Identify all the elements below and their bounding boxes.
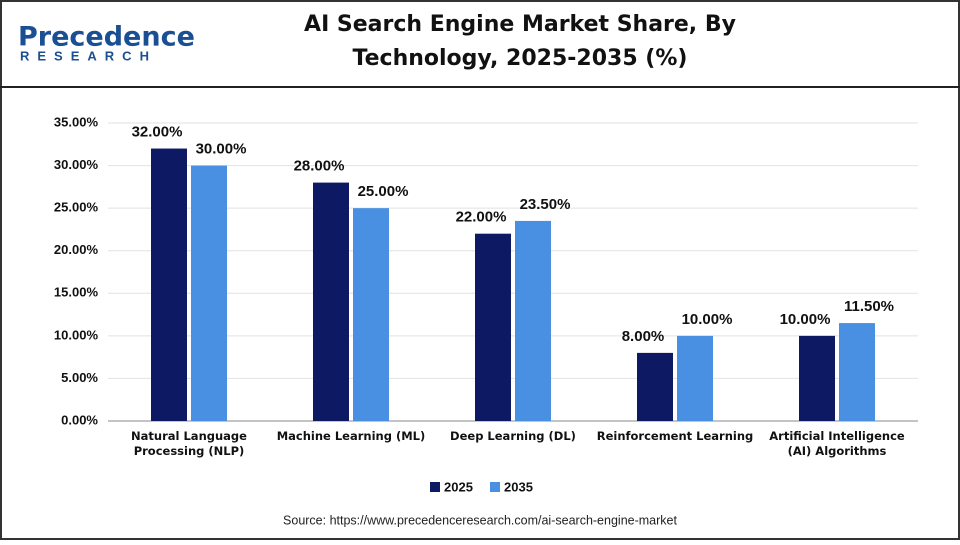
y-tick-label: 10.00% bbox=[54, 327, 99, 342]
value-label: 11.50% bbox=[844, 298, 894, 315]
bar bbox=[799, 335, 835, 421]
x-label-box: Natural Language Processing (NLP) bbox=[131, 429, 247, 458]
value-label: 25.00% bbox=[358, 183, 409, 200]
bar bbox=[839, 323, 875, 421]
value-label: 10.00% bbox=[780, 311, 831, 328]
x-tick-label: Reinforcement Learning bbox=[596, 429, 754, 443]
bar bbox=[677, 335, 713, 421]
value-label: 10.00% bbox=[682, 311, 733, 328]
x-tick-label: Natural Language Processing (NLP) bbox=[131, 429, 247, 458]
value-label: 30.00% bbox=[196, 141, 247, 158]
x-label-box: Reinforcement Learning bbox=[596, 429, 754, 443]
logo-name: Precedence bbox=[18, 22, 195, 53]
chart-title: AI Search Engine Market Share, By Techno… bbox=[304, 12, 736, 71]
x-label-box: Artificial Intelligence (AI) Algorithms bbox=[769, 429, 905, 458]
value-label: 22.00% bbox=[456, 209, 507, 226]
value-label: 8.00% bbox=[622, 328, 665, 345]
value-label: 28.00% bbox=[294, 158, 345, 175]
y-tick-label: 25.00% bbox=[54, 200, 99, 215]
y-tick-label: 15.00% bbox=[54, 285, 99, 300]
bar bbox=[151, 148, 187, 422]
legend-label: 2035 bbox=[504, 479, 533, 494]
y-tick-label: 30.00% bbox=[54, 157, 99, 172]
y-tick-label: 5.00% bbox=[61, 370, 98, 385]
x-tick-label: Machine Learning (ML) bbox=[276, 429, 426, 443]
x-tick-label: Artificial Intelligence (AI) Algorithms bbox=[769, 429, 905, 458]
legend-swatch bbox=[490, 482, 500, 492]
value-label: 23.50% bbox=[520, 196, 571, 213]
bar bbox=[313, 182, 349, 421]
legend-label: 2025 bbox=[444, 479, 473, 494]
bar bbox=[475, 233, 511, 421]
title-box: AI Search Engine Market Share, By Techno… bbox=[304, 12, 736, 71]
bar bbox=[353, 208, 389, 421]
bar bbox=[191, 165, 227, 421]
x-label-box: Deep Learning (DL) bbox=[450, 429, 576, 443]
x-label-box: Machine Learning (ML) bbox=[276, 429, 426, 443]
bar bbox=[637, 352, 673, 421]
legend-swatch bbox=[430, 482, 440, 492]
bar bbox=[515, 220, 551, 421]
logo-tagline: RESEARCH bbox=[20, 48, 157, 63]
source: Source: https://www.precedenceresearch.c… bbox=[283, 513, 677, 527]
value-label: 32.00% bbox=[132, 124, 183, 141]
y-tick-label: 20.00% bbox=[54, 242, 99, 257]
y-tick-label: 0.00% bbox=[61, 412, 98, 427]
y-tick-label: 35.00% bbox=[54, 114, 99, 129]
x-tick-label: Deep Learning (DL) bbox=[450, 429, 576, 443]
